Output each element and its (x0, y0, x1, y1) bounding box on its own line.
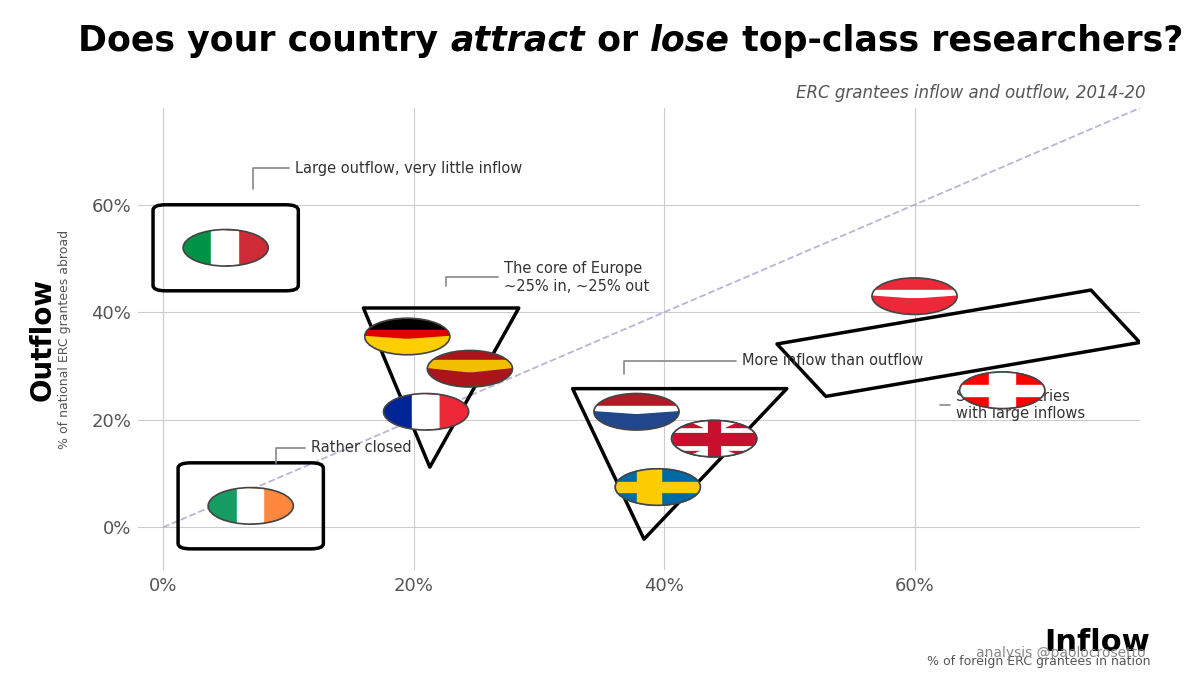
Circle shape (184, 230, 269, 266)
Polygon shape (412, 394, 440, 430)
Text: More inflow than outflow: More inflow than outflow (624, 353, 923, 374)
Polygon shape (594, 394, 679, 412)
Polygon shape (872, 290, 958, 302)
Circle shape (427, 350, 512, 387)
Circle shape (427, 350, 512, 387)
Polygon shape (616, 482, 701, 492)
Circle shape (872, 278, 958, 315)
Polygon shape (365, 330, 450, 343)
Circle shape (616, 468, 701, 506)
Circle shape (384, 394, 469, 430)
Circle shape (184, 230, 269, 266)
Text: analysis @paolocrosetto: analysis @paolocrosetto (977, 646, 1146, 660)
Circle shape (365, 318, 450, 355)
Circle shape (960, 372, 1045, 408)
Polygon shape (427, 360, 512, 378)
Polygon shape (427, 350, 512, 369)
Circle shape (960, 372, 1045, 408)
Circle shape (960, 372, 1045, 408)
Circle shape (872, 278, 958, 315)
Text: or: or (584, 24, 650, 57)
Circle shape (672, 421, 757, 457)
Text: Inflow: Inflow (1044, 628, 1150, 657)
Circle shape (672, 421, 757, 457)
Text: Does your country: Does your country (78, 24, 450, 57)
Text: lose: lose (650, 24, 730, 57)
Polygon shape (236, 487, 265, 524)
Circle shape (184, 230, 269, 266)
Polygon shape (990, 372, 1015, 408)
Polygon shape (872, 278, 958, 296)
Polygon shape (594, 412, 679, 430)
Circle shape (208, 487, 293, 524)
Circle shape (672, 421, 757, 457)
Circle shape (872, 278, 958, 315)
Polygon shape (637, 468, 661, 506)
Circle shape (208, 487, 293, 524)
Circle shape (208, 487, 293, 524)
Polygon shape (384, 394, 426, 430)
Polygon shape (427, 369, 512, 387)
Polygon shape (211, 230, 240, 266)
Text: Small countries
with large inflows: Small countries with large inflows (940, 389, 1085, 421)
Polygon shape (872, 296, 958, 315)
Text: Large outflow, very little inflow: Large outflow, very little inflow (253, 161, 522, 188)
Circle shape (672, 421, 757, 457)
Polygon shape (960, 385, 1045, 396)
Circle shape (594, 394, 679, 430)
Circle shape (672, 421, 757, 457)
Circle shape (594, 394, 679, 430)
Circle shape (616, 468, 701, 506)
Polygon shape (226, 230, 269, 266)
Circle shape (427, 350, 512, 387)
Text: Rather closed: Rather closed (276, 440, 412, 463)
Polygon shape (594, 406, 679, 418)
Circle shape (594, 394, 679, 430)
Circle shape (384, 394, 469, 430)
Circle shape (672, 421, 757, 457)
Text: top-class researchers?: top-class researchers? (730, 24, 1183, 57)
Circle shape (616, 468, 701, 506)
Polygon shape (365, 318, 450, 337)
Circle shape (365, 318, 450, 355)
Polygon shape (251, 487, 293, 524)
Text: attract: attract (450, 24, 584, 57)
Polygon shape (426, 394, 469, 430)
Polygon shape (208, 487, 251, 524)
Text: Outflow: Outflow (29, 277, 56, 401)
Polygon shape (184, 230, 226, 266)
Circle shape (672, 421, 757, 457)
Circle shape (672, 421, 757, 457)
Polygon shape (365, 337, 450, 355)
Circle shape (384, 394, 469, 430)
Text: % of national ERC grantees abroad: % of national ERC grantees abroad (59, 230, 71, 449)
Text: % of foreign ERC grantees in nation: % of foreign ERC grantees in nation (926, 655, 1150, 668)
Text: ERC grantees inflow and outflow, 2014-20: ERC grantees inflow and outflow, 2014-20 (797, 84, 1146, 103)
Text: The core of Europe
~25% in, ~25% out: The core of Europe ~25% in, ~25% out (446, 261, 649, 294)
Circle shape (365, 318, 450, 355)
Circle shape (672, 421, 757, 457)
